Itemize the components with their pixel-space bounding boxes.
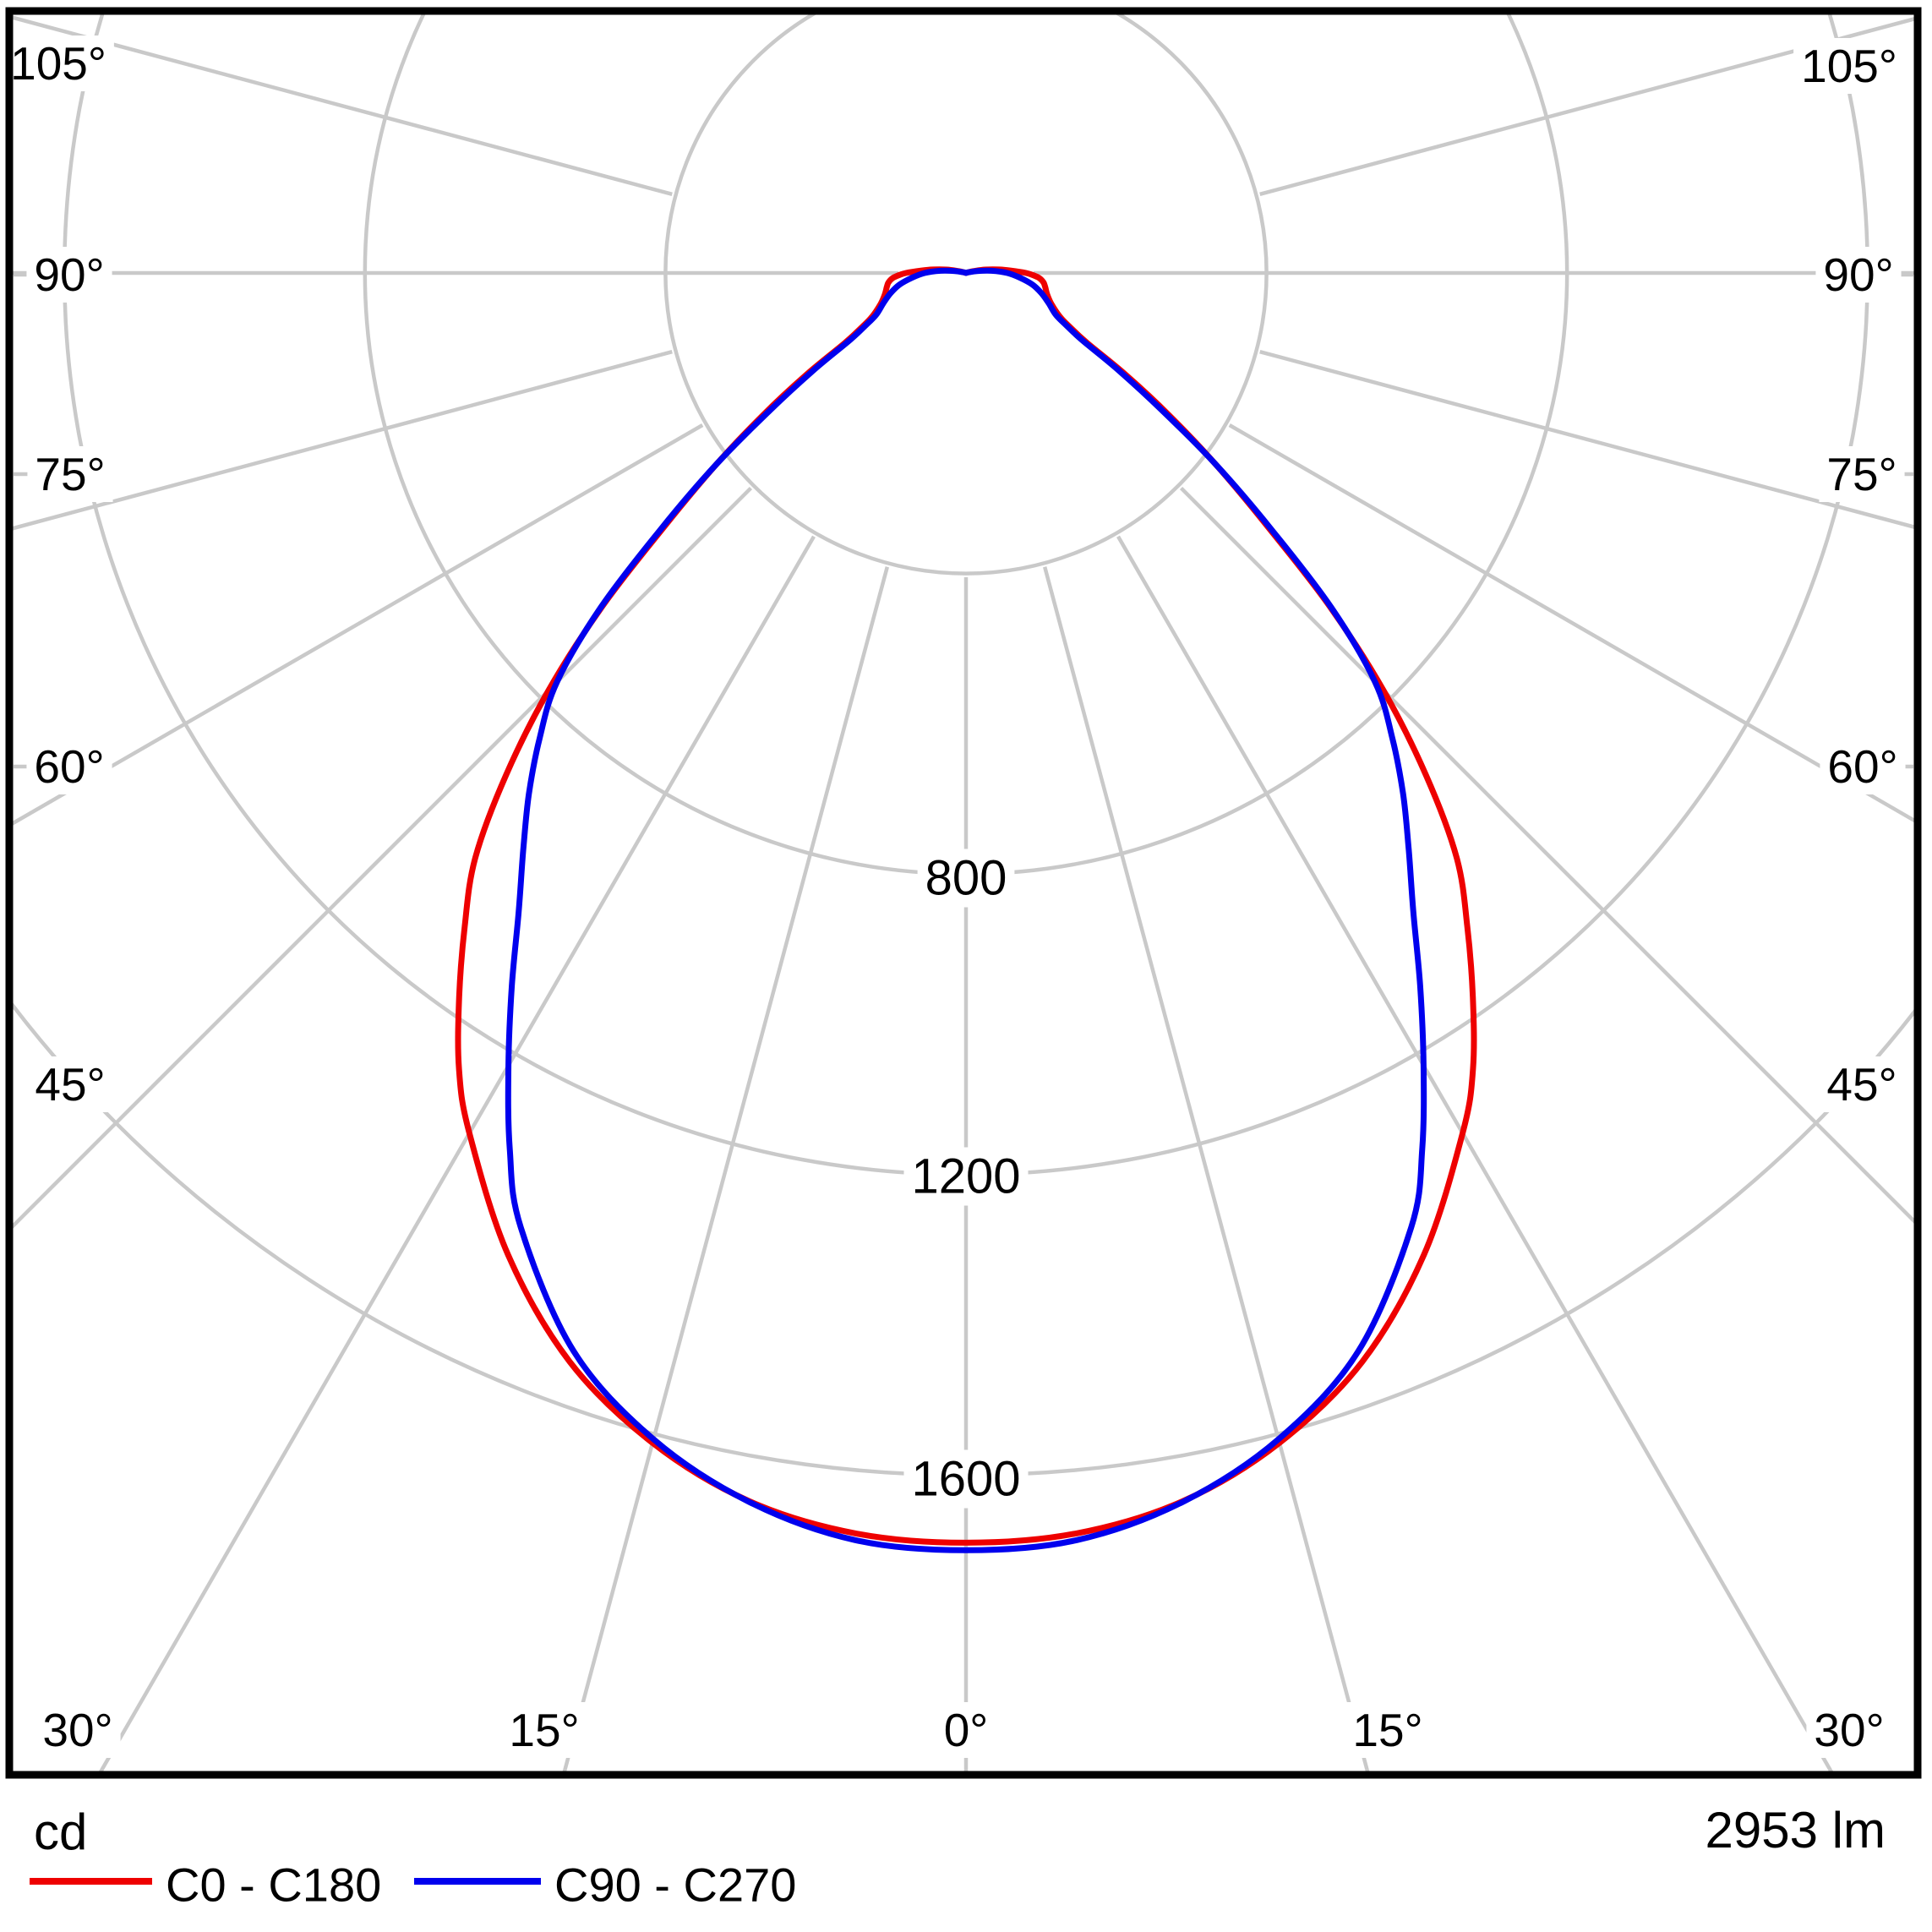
radial-gridline-75	[1259, 350, 1914, 529]
radial-circle-400	[663, 14, 1269, 576]
radial-gridline-60	[13, 423, 704, 826]
angle-label-right-105: 105°	[1801, 40, 1897, 92]
curves	[455, 266, 1477, 1553]
curve-c90-c270	[505, 267, 1427, 1553]
angle-label-right-90: 90°	[1823, 248, 1893, 301]
radial-gridline-30	[98, 535, 816, 1772]
angle-label-bottom-3-bg	[1345, 1702, 1431, 1758]
angle-label-bottom-2: 0°	[944, 1704, 989, 1756]
angle-label-bottom-2-bg	[936, 1702, 996, 1758]
radial-gridline-45	[1179, 486, 1914, 1225]
radial-gridline-45	[13, 486, 753, 1230]
angle-label-bottom-1: 15°	[509, 1704, 579, 1756]
radius-label-800: 800	[925, 851, 1007, 906]
radial-gridline-30	[1116, 535, 1834, 1772]
angle-label-left-45: 45°	[35, 1058, 105, 1111]
unit-label: cd	[34, 1804, 87, 1860]
grid-labels: 105° 90° 75° 60° 45° 105° 90° 75° 60° 45° 30° 15° 0°…	[3, 35, 1906, 1758]
angle-label-right-75-bg	[1819, 446, 1905, 502]
radial-gridline-105	[1259, 17, 1914, 196]
angle-label-left-90: 90°	[34, 248, 104, 301]
angle-label-right-75: 75°	[1826, 448, 1897, 500]
angle-label-bottom-0-bg	[35, 1702, 121, 1758]
angle-label-left-45-bg	[27, 1056, 113, 1112]
radius-label-1600-bg	[903, 1449, 1029, 1509]
angle-label-bottom-0: 30°	[42, 1704, 112, 1756]
legend-label-c0-c180: C0 - C180	[166, 1858, 381, 1912]
radial-gridline-105	[13, 15, 673, 196]
angle-label-left-60-bg	[26, 739, 112, 794]
angle-label-right-45-bg	[1819, 1056, 1905, 1112]
angle-label-left-75: 75°	[35, 448, 105, 500]
radial-gridline-60	[1228, 423, 1914, 823]
radial-gridline-75	[13, 350, 673, 531]
angle-label-right-60-bg	[1820, 739, 1906, 794]
angle-label-left-60: 60°	[34, 740, 104, 793]
angle-label-bottom-4-bg	[1806, 1702, 1892, 1758]
angle-label-left-90-bg	[26, 247, 112, 303]
angle-label-bottom-1-bg	[501, 1702, 587, 1758]
radius-label-1200: 1200	[911, 1149, 1020, 1204]
angle-label-bottom-4: 30°	[1814, 1704, 1884, 1756]
angle-label-left-105-bg	[3, 35, 114, 91]
radius-label-1600: 1600	[911, 1452, 1020, 1507]
angle-label-right-90-bg	[1815, 247, 1902, 303]
radius-label-800-bg	[917, 849, 1015, 908]
angle-label-left-75-bg	[27, 446, 113, 502]
angle-label-bottom-3: 15°	[1352, 1704, 1422, 1756]
flux-label: 2953 lm	[1706, 1802, 1886, 1858]
legend-label-c90-c270: C90 - C270	[554, 1858, 796, 1912]
angle-label-right-105-bg	[1793, 38, 1905, 94]
angle-label-right-60: 60°	[1827, 740, 1897, 793]
plot-frame	[5, 7, 1922, 1779]
radius-label-1200-bg	[903, 1147, 1029, 1206]
angle-label-right-45: 45°	[1826, 1058, 1897, 1111]
angle-label-left-105: 105°	[10, 37, 106, 90]
footer: cd 2953 lm C0 - C180 C90 - C270	[30, 1802, 1886, 1912]
